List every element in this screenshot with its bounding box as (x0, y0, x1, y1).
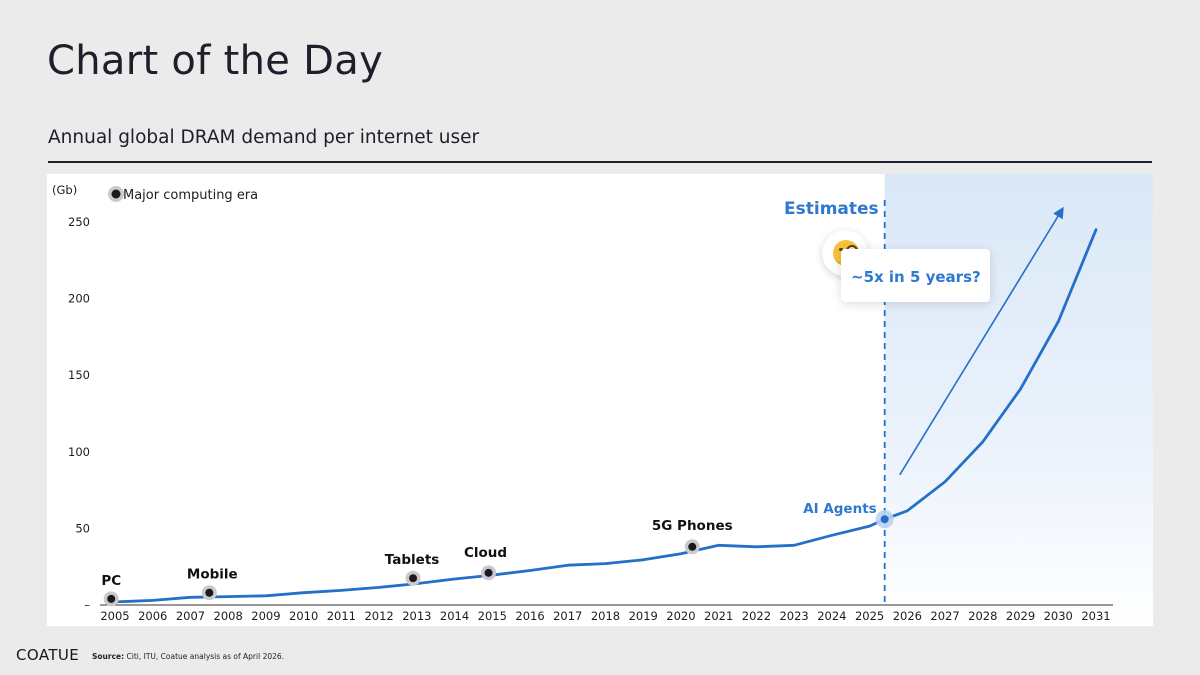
callout-text: ~5x in 5 years? (851, 268, 981, 286)
era-marker (688, 542, 697, 551)
estimate-callout (841, 249, 990, 302)
x-tick-label: 2025 (855, 609, 884, 623)
x-tick-label: 2023 (779, 609, 808, 623)
era-label: Tablets (385, 552, 440, 568)
page-title: Chart of the Day (47, 38, 384, 84)
x-tick-label: 2031 (1081, 609, 1110, 623)
dram-demand-line-chart: – 50 100 150 200 250 (Gb) 2005 2006 2007 2008 2009 2… (52, 174, 1153, 626)
x-tick-label: 2019 (629, 609, 658, 623)
x-tick-label: 2027 (930, 609, 959, 623)
legend-marker (111, 189, 121, 199)
x-tick-label: 2011 (327, 609, 356, 623)
source-label: Source: (92, 652, 125, 661)
y-tick-label: 200 (68, 292, 90, 306)
era-label: PC (101, 573, 121, 589)
x-tick-label: 2020 (666, 609, 695, 623)
title-divider (48, 161, 1152, 163)
trend-arrow (899, 206, 1064, 476)
x-tick-label: 2029 (1006, 609, 1035, 623)
x-tick-label: 2015 (478, 609, 507, 623)
chart-subtitle: Annual global DRAM demand per internet u… (48, 127, 480, 148)
era-marker (205, 588, 214, 597)
y-tick-label: 50 (75, 521, 90, 535)
x-tick-label: 2007 (176, 609, 205, 623)
x-tick-label: 2017 (553, 609, 582, 623)
era-marker (880, 515, 889, 524)
x-tick-label: 2006 (138, 609, 167, 623)
x-tick-label: 2030 (1044, 609, 1073, 623)
x-tick-label: 2026 (893, 609, 922, 623)
source-text: Citi, ITU, Coatue analysis as of April 2… (126, 652, 285, 661)
era-marker (409, 574, 418, 583)
estimates-label: Estimates (784, 199, 879, 219)
x-tick-label: 2028 (968, 609, 997, 623)
era-label: 5G Phones (652, 518, 733, 534)
x-tick-label: 2009 (251, 609, 280, 623)
legend-label: Major computing era (123, 188, 258, 203)
era-marker (107, 594, 116, 603)
source-note: Source: Citi, ITU, Coatue analysis as of… (92, 652, 284, 661)
y-tick-label: 250 (68, 215, 90, 229)
x-tick-label: 2018 (591, 609, 620, 623)
era-label: AI Agents (803, 501, 877, 517)
x-tick-label: 2005 (100, 609, 129, 623)
coatue-logo: COATUE (16, 646, 80, 664)
x-tick-label: 2016 (515, 609, 544, 623)
x-tick-label: 2013 (402, 609, 431, 623)
x-tick-label: 2022 (742, 609, 771, 623)
x-tick-label: 2024 (817, 609, 846, 623)
chart-panel: – 50 100 150 200 250 (Gb) 2005 2006 2007 2008 2009 2… (47, 174, 1153, 626)
era-marker (484, 568, 493, 577)
era-label: Mobile (187, 567, 238, 583)
x-tick-label: 2010 (289, 609, 318, 623)
y-tick-label: 100 (68, 445, 90, 459)
x-tick-label: 2012 (364, 609, 393, 623)
x-tick-label: 2021 (704, 609, 733, 623)
estimates-shaded-region (884, 174, 1153, 626)
y-tick-label: – (84, 598, 90, 612)
era-label: Cloud (464, 545, 507, 561)
y-tick-label: 150 (68, 368, 90, 382)
x-tick-label: 2014 (440, 609, 469, 623)
y-axis-unit-label: (Gb) (52, 183, 77, 197)
x-tick-label: 2008 (214, 609, 243, 623)
series-line (113, 228, 1098, 604)
